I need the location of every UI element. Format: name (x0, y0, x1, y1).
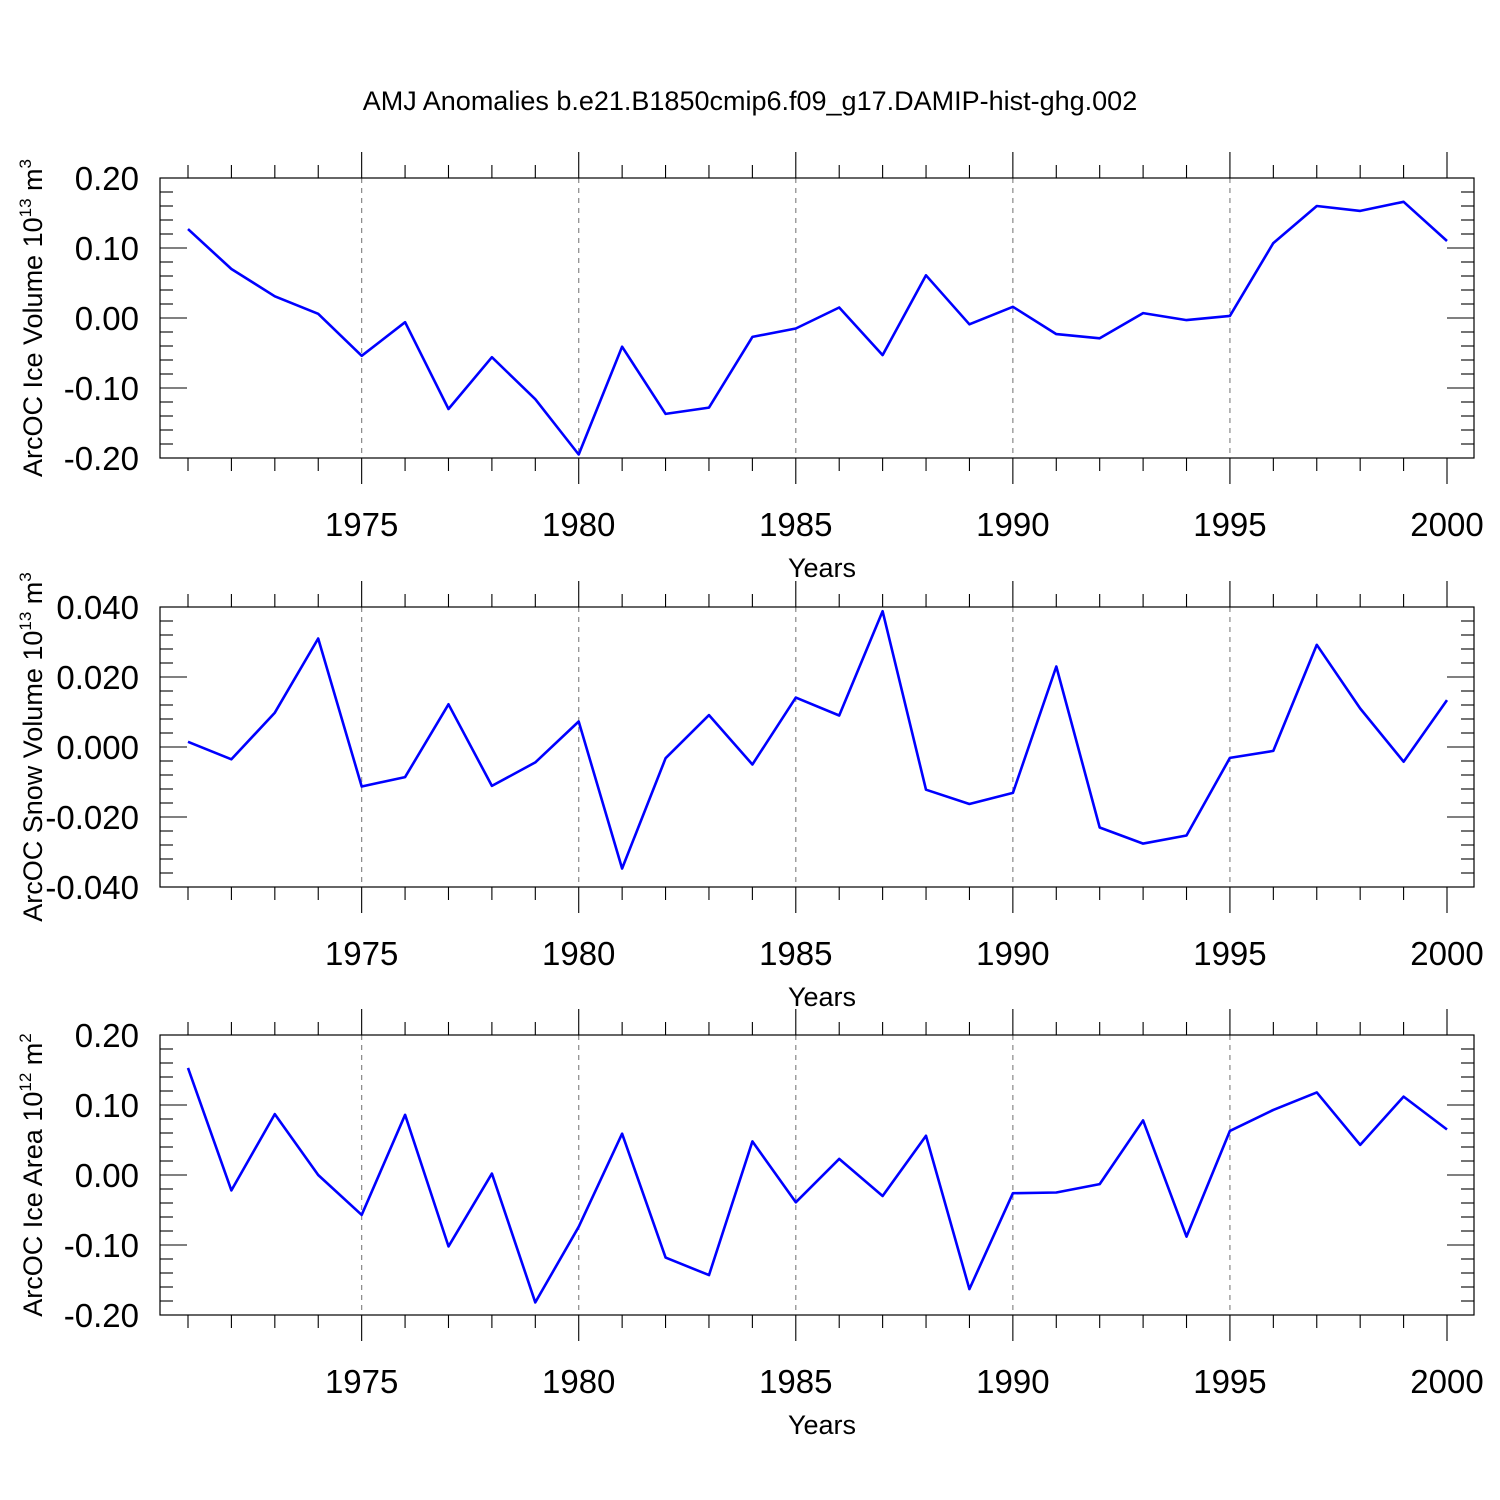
y-axis-label-text: ArcOC Ice Volume 10 (18, 217, 48, 477)
plot-frame (159, 606, 1475, 888)
y-tick-label: 0.00 (75, 1157, 139, 1194)
x-tick-label: 1975 (325, 935, 398, 972)
x-tick-label: 1990 (976, 935, 1049, 972)
y-axis-label: ArcOC Ice Area 1012 m2 (16, 1033, 48, 1317)
x-tick-label: 1995 (1193, 1363, 1266, 1400)
y-tick-label: 0.20 (75, 1017, 139, 1054)
x-tick-label: 2000 (1410, 1363, 1483, 1400)
chart-panel-3: 1975 1980 1985 1990 1995 2000 Years -0.20 -0.10 0… (16, 1009, 1484, 1440)
x-tick-label: 1985 (759, 1363, 832, 1400)
y-axis-label-text: ArcOC Ice Area 10 (18, 1092, 48, 1317)
x-tick-label: 1980 (542, 506, 615, 543)
y-tick-label: -0.20 (64, 440, 139, 477)
x-tick-label: 2000 (1410, 935, 1483, 972)
x-tick-label: 1975 (325, 1363, 398, 1400)
x-tick-label: 1985 (759, 935, 832, 972)
y-tick-label: -0.040 (45, 869, 139, 906)
chart-title: AMJ Anomalies b.e21.B1850cmip6.f09_g17.D… (363, 86, 1137, 116)
y-axis-label-exponent: 12 (16, 1073, 35, 1092)
y-tick-label: 0.10 (75, 230, 139, 267)
y-axis-label-unit-exponent: 2 (16, 1033, 35, 1042)
y-tick-label: 0.000 (56, 729, 139, 766)
x-tick-label: 1995 (1193, 935, 1266, 972)
y-tick-label: 0.00 (75, 300, 139, 337)
x-tick-label: 1985 (759, 506, 832, 543)
y-tick-label: 0.020 (56, 659, 139, 696)
x-axis-label: Years (788, 1410, 856, 1440)
y-tick-label: 0.040 (56, 589, 139, 626)
y-axis-label-exponent: 13 (16, 612, 35, 631)
plot-frame (159, 1034, 1475, 1316)
chart-panel-2: 1975 1980 1985 1990 1995 2000 Years -0.040 -0.02… (16, 572, 1484, 1012)
y-axis-label: ArcOC Ice Volume 1013 m3 (16, 159, 48, 477)
y-axis-label-unit: m (18, 1043, 48, 1073)
x-tick-label: 1980 (542, 935, 615, 972)
series-line (187, 609, 1449, 870)
y-tick-label: -0.10 (64, 370, 139, 407)
y-axis-label-unit-exponent: 3 (16, 572, 35, 581)
x-tick-label: 1980 (542, 1363, 615, 1400)
y-tick-label: 0.10 (75, 1087, 139, 1124)
chart-panels: 1975 1980 1985 1990 1995 2000 Years -0.20 -0.10 0… (16, 152, 1484, 1440)
y-tick-label: 0.20 (75, 160, 139, 197)
y-axis-label-exponent: 13 (16, 198, 35, 217)
x-tick-label: 1990 (976, 506, 1049, 543)
y-axis-label-unit: m (18, 168, 48, 198)
chart-panel-1: 1975 1980 1985 1990 1995 2000 Years -0.20 -0.10 0… (16, 152, 1484, 583)
y-axis-label-text: ArcOC Snow Volume 10 (18, 631, 48, 922)
x-tick-label: 1990 (976, 1363, 1049, 1400)
series-line (186, 1067, 1448, 1304)
series-line (187, 200, 1448, 456)
x-tick-label: 1975 (325, 506, 398, 543)
y-tick-label: -0.20 (64, 1297, 139, 1334)
y-tick-label: -0.020 (45, 799, 139, 836)
x-axis-label: Years (788, 982, 856, 1012)
x-tick-label: 1995 (1193, 506, 1266, 543)
y-axis-label: ArcOC Snow Volume 1013 m3 (16, 572, 48, 922)
y-axis-label-unit-exponent: 3 (16, 159, 35, 168)
x-tick-label: 2000 (1410, 506, 1483, 543)
y-axis-label-unit: m (18, 582, 48, 612)
y-tick-label: -0.10 (64, 1227, 139, 1264)
x-axis-label: Years (788, 553, 856, 583)
